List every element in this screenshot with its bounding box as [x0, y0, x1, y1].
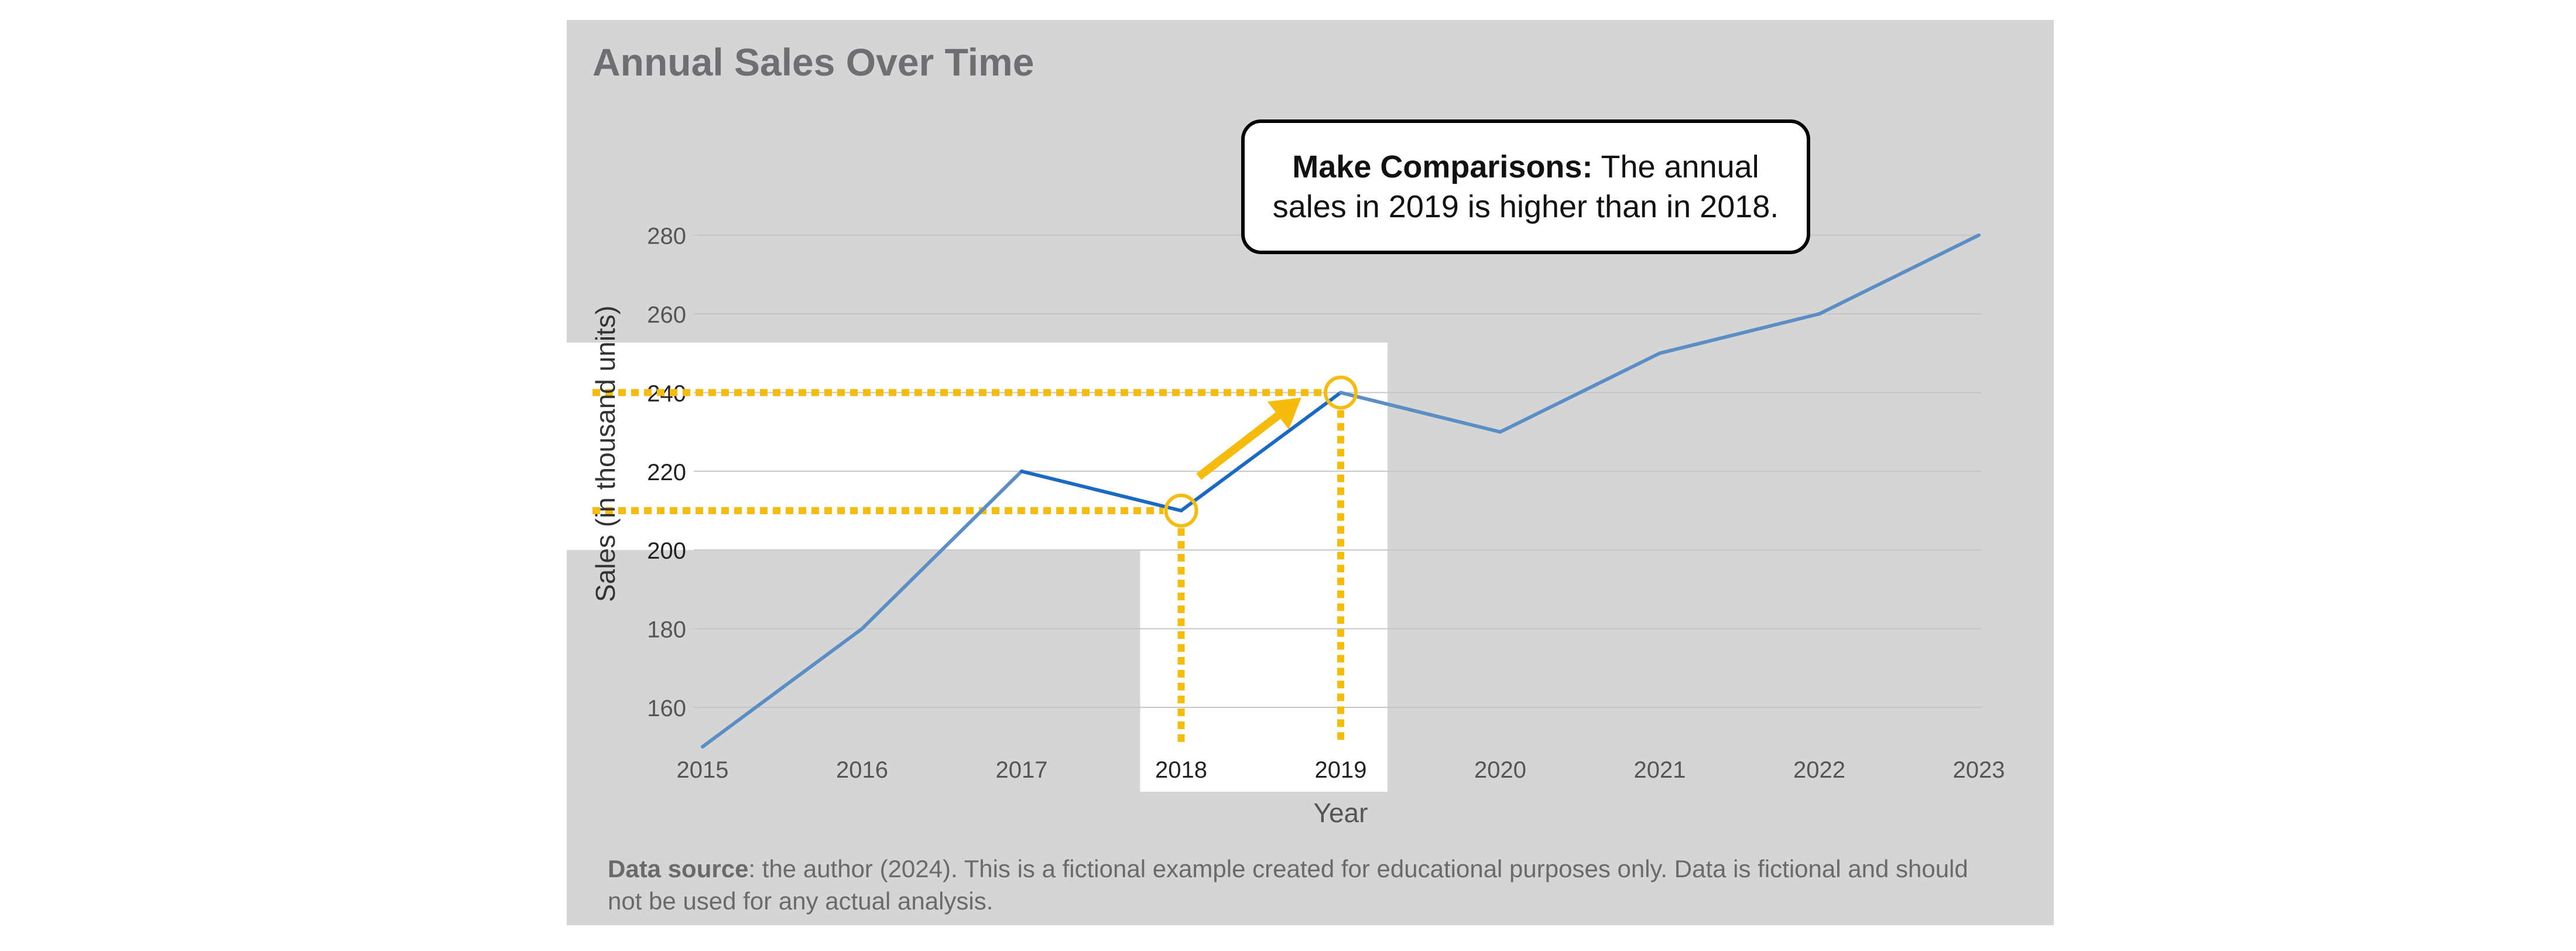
y-tick-label: 160: [647, 696, 686, 721]
x-tick-label: 2023: [1953, 757, 2005, 783]
highlight-region-upper: [567, 343, 1388, 550]
y-tick-label: 200: [647, 538, 686, 564]
series-segment: [860, 469, 1023, 631]
y-tick-label: 280: [647, 224, 686, 249]
x-axis-label: Year: [1314, 798, 1368, 828]
footnote-text: : the author (2024). This is a fictional…: [608, 855, 1968, 915]
highlight-guides: [592, 389, 1344, 743]
highlight-marker: [1324, 375, 1358, 410]
series-segment: [1817, 233, 1981, 316]
highlight-markers: [1164, 375, 1358, 528]
x-tick-label: 2020: [1474, 757, 1526, 783]
x-tick-label: 2019: [1315, 757, 1367, 783]
highlight-marker: [1164, 494, 1198, 528]
y-tick-label: 260: [647, 302, 686, 328]
y-axis-label: Sales (in thousand units): [590, 306, 621, 602]
series-segment: [1658, 312, 1821, 355]
y-tick-label: 180: [647, 617, 686, 643]
arrow-shaft: [1196, 406, 1288, 480]
series-segment: [1179, 391, 1342, 512]
x-tick-label: 2022: [1793, 757, 1845, 783]
series-segment: [1020, 469, 1183, 512]
y-tick-labels: 160 180 200 220 240 260 280: [647, 224, 686, 721]
highlight-region-lower: [1140, 550, 1388, 792]
series-segment: [1339, 391, 1502, 434]
x-tick-label: 2015: [677, 757, 729, 783]
annotation-callout: Make Comparisons: The annual sales in 20…: [1241, 119, 1810, 254]
x-tick-label: 2016: [836, 757, 888, 783]
x-tick-labels: 2015 2016 2017 2018 2019 2020 2021 2022 2023: [677, 757, 2005, 783]
y-tick-label: 220: [647, 460, 686, 485]
footnote-bold: Data source: [608, 855, 749, 882]
chart-title: Annual Sales Over Time: [592, 40, 1034, 84]
series-segment: [701, 627, 864, 749]
y-tick-label: 240: [647, 381, 686, 406]
x-tick-label: 2017: [996, 757, 1048, 783]
annotation-text: The annual sales in 2019 is higher than …: [1272, 149, 1779, 224]
x-tick-label: 2018: [1155, 757, 1207, 783]
trend-arrow: [1196, 398, 1301, 480]
footnote: Data source: the author (2024). This is …: [608, 853, 1984, 917]
annotation-bold: Make Comparisons:: [1292, 149, 1593, 184]
series-lines: [701, 233, 1981, 749]
series-segment: [1498, 351, 1662, 434]
x-tick-label: 2021: [1634, 757, 1686, 783]
arrow-head: [1267, 398, 1301, 430]
